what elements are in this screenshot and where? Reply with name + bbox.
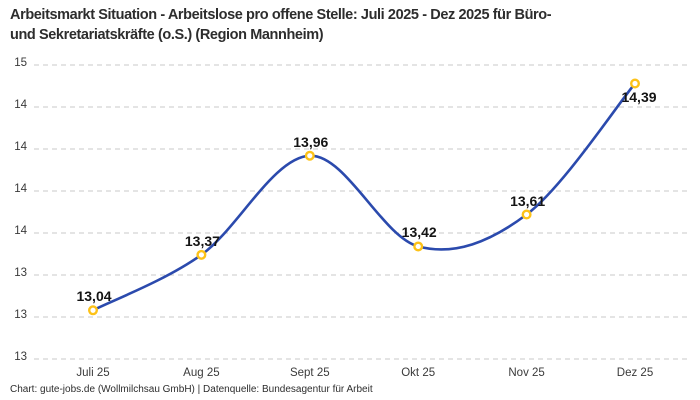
y-axis-tick-label: 13 (14, 267, 27, 279)
chart-title: Arbeitsmarkt Situation - Arbeitslose pro… (10, 7, 552, 43)
data-point-value-label: 13,96 (293, 133, 329, 150)
data-point-marker (521, 209, 532, 220)
data-point-value-label: 13,42 (401, 224, 437, 241)
data-point-value-label: 14,39 (621, 89, 657, 106)
data-point-marker (304, 150, 315, 161)
y-axis-tick-label: 15 (14, 57, 27, 69)
x-axis-tick-label: Sept 25 (289, 367, 330, 379)
data-point-marker (87, 305, 98, 316)
chart-footer-attribution: Chart: gute-jobs.de (Wollmilchsau GmbH) … (10, 384, 373, 395)
y-axis-tick-label: 14 (14, 225, 27, 237)
data-series-line (91, 82, 637, 312)
x-axis-tick-label: Okt 25 (401, 367, 436, 379)
y-axis-tick-label: 14 (14, 183, 27, 195)
x-axis-tick-label: Aug 25 (183, 367, 220, 379)
data-point-marker (630, 78, 641, 89)
y-axis-tick-label: 14 (14, 141, 27, 153)
y-axis-tick-label: 13 (14, 351, 27, 363)
data-point-marker (196, 249, 207, 260)
data-point-value-label: 13,37 (184, 232, 220, 249)
data-point-marker (413, 241, 424, 252)
y-axis-tick-label: 13 (14, 309, 27, 321)
x-axis-tick-label: Dez 25 (616, 367, 654, 379)
data-point-value-label: 13,04 (76, 288, 112, 305)
x-axis-tick-label: Juli 25 (76, 367, 110, 379)
x-axis-tick-label: Nov 25 (508, 367, 545, 379)
data-point-value-label: 13,61 (510, 192, 546, 209)
y-axis-tick-label: 14 (14, 99, 27, 111)
